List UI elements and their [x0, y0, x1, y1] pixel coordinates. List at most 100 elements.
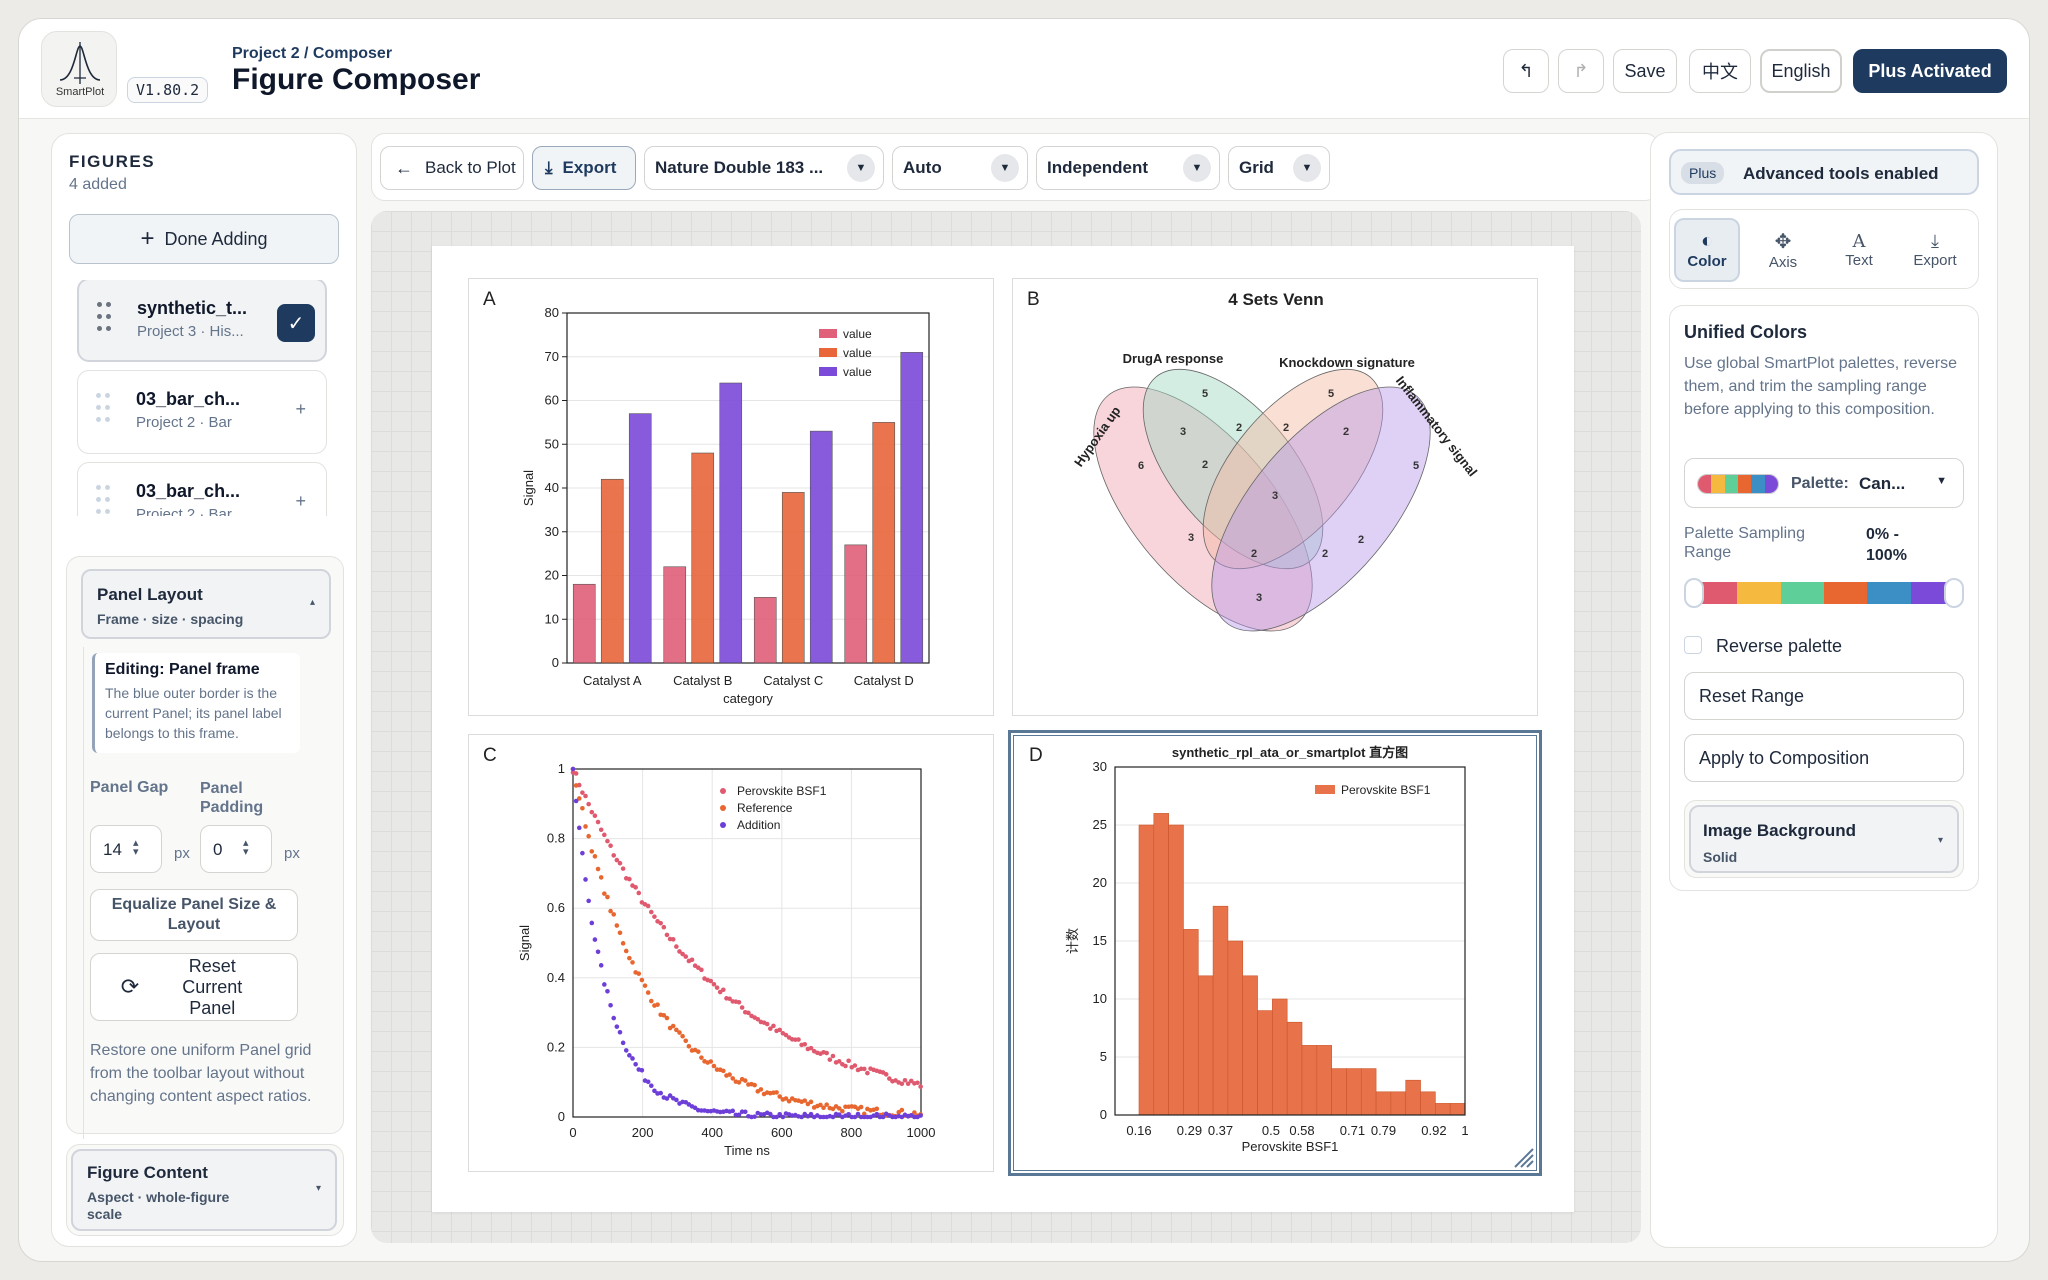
- lang-zh-button[interactable]: 中文: [1689, 49, 1751, 93]
- venn-set: [1211, 386, 1431, 632]
- data-point: [608, 908, 613, 914]
- redo-button[interactable]: ↱: [1558, 49, 1604, 93]
- drag-handle-icon[interactable]: [96, 485, 110, 516]
- undo-button[interactable]: ↰: [1503, 49, 1549, 93]
- chevron-down-icon: ▾: [315, 1183, 321, 1194]
- data-point: [589, 849, 595, 854]
- lang-en-button[interactable]: English: [1760, 49, 1842, 93]
- figure-list[interactable]: synthetic_t... Project 3 · His... ✓ 03_b…: [67, 280, 347, 516]
- panel-layout-toggle[interactable]: Panel Layout Frame · size · spacing ▴: [81, 569, 331, 639]
- y-axis-label: Signal: [517, 925, 532, 961]
- data-point: [887, 1076, 892, 1081]
- breadcrumb[interactable]: Project 2 / Composer: [232, 45, 393, 62]
- data-point: [630, 1056, 635, 1061]
- done-adding-button[interactable]: + Done Adding: [69, 214, 339, 264]
- legend-marker: [720, 822, 726, 828]
- data-point: [764, 1021, 770, 1027]
- drag-handle-icon[interactable]: [96, 393, 110, 427]
- stepper-icon[interactable]: ▴ ▾: [243, 837, 249, 858]
- image-background-toggle[interactable]: Image Background Solid ▾: [1689, 805, 1959, 873]
- reverse-checkbox[interactable]: [1684, 636, 1702, 654]
- venn-region-count: 2: [1322, 548, 1328, 560]
- data-point: [680, 1033, 685, 1039]
- data-point: [824, 1102, 829, 1107]
- data-point: [652, 914, 657, 919]
- gap-stepper[interactable]: 14 ▴ ▾: [90, 825, 162, 873]
- tab-axis[interactable]: ✥ Axis: [1750, 218, 1816, 282]
- data-point: [836, 1112, 842, 1117]
- data-point: [783, 1096, 789, 1101]
- data-point: [783, 1032, 789, 1038]
- palette-color-stop: [1910, 582, 1954, 604]
- data-point: [855, 1111, 861, 1117]
- tab-export[interactable]: ⤓ Export: [1902, 218, 1968, 282]
- data-point: [645, 1079, 651, 1085]
- chevron-up-icon: ▴: [309, 597, 315, 608]
- equalize-button[interactable]: Equalize Panel Size & Layout: [90, 889, 298, 941]
- back-to-plot-button[interactable]: ← Back to Plot: [380, 146, 524, 190]
- figure-item[interactable]: 03_bar_ch... Project 2 · Bar +: [77, 370, 327, 454]
- x-tick-label: 0.5: [1262, 1123, 1280, 1138]
- y-tick-label: 0.2: [547, 1039, 565, 1054]
- chevron-down-icon: ▼: [1183, 154, 1211, 182]
- data-point: [730, 1076, 736, 1081]
- figure-item[interactable]: synthetic_t... Project 3 · His... ✓: [77, 280, 327, 362]
- resize-handle-icon[interactable]: [1511, 1145, 1535, 1169]
- panel-c[interactable]: C 0 200 400 600 800 1000 0 0.2 0.4 0.6 0.8 1 Time ns S…: [468, 734, 994, 1172]
- data-point: [611, 853, 617, 858]
- data-point: [664, 1015, 670, 1021]
- data-point: [580, 805, 585, 811]
- data-point: [846, 1058, 851, 1064]
- figure-name: 03_bar_ch...: [136, 389, 241, 409]
- y-tick-label: 30: [545, 524, 559, 539]
- apply-composition-button[interactable]: Apply to Composition: [1684, 734, 1964, 782]
- panel-a[interactable]: A 0 10 20 30 40 50 60 70 80 Catalyst A Catalyst B Ca…: [468, 278, 994, 716]
- panel-b[interactable]: B 4 Sets Venn Hypoxia up DrugA response Knoc…: [1012, 278, 1538, 716]
- palette-color-stop: [1764, 475, 1778, 493]
- data-point: [899, 1081, 905, 1087]
- x-tick-label: 0.29: [1177, 1123, 1202, 1138]
- add-icon[interactable]: +: [295, 491, 306, 511]
- drag-handle-icon[interactable]: [97, 302, 111, 336]
- plus-activated-button[interactable]: Plus Activated: [1853, 49, 2007, 93]
- app-logo[interactable]: SmartPlot: [41, 31, 117, 107]
- tab-text[interactable]: A Text: [1826, 218, 1892, 282]
- figure-item[interactable]: 03_bar_ch... Project 2 · Bar +: [77, 462, 327, 516]
- data-point: [602, 891, 607, 896]
- sampling-range-slider[interactable]: [1684, 578, 1964, 608]
- add-icon[interactable]: +: [295, 399, 306, 419]
- data-point: [570, 766, 576, 772]
- tab-color[interactable]: ◐ Color: [1674, 218, 1740, 282]
- check-icon[interactable]: ✓: [277, 304, 315, 342]
- x-tick-label: 0.16: [1126, 1123, 1151, 1138]
- venn-set: [1142, 368, 1324, 570]
- independent-select[interactable]: Independent ▼: [1036, 146, 1220, 190]
- data-point: [611, 912, 617, 917]
- data-point: [674, 1027, 679, 1033]
- auto-select[interactable]: Auto ▼: [892, 146, 1028, 190]
- data-point: [623, 948, 629, 954]
- bar-chart-a: 0 10 20 30 40 50 60 70 80 Catalyst A Catalyst B Cat…: [521, 305, 930, 706]
- data-point: [915, 1080, 920, 1086]
- padding-stepper[interactable]: 0 ▴ ▾: [200, 825, 272, 873]
- stepper-icon[interactable]: ▴ ▾: [133, 837, 139, 858]
- figure-sheet[interactable]: A 0 10 20 30 40 50 60 70 80 Catalyst A Catalyst B Ca…: [432, 246, 1574, 1212]
- palette-select[interactable]: Palette: Can... ▼: [1684, 458, 1964, 508]
- size-preset-select[interactable]: Nature Double 183 ... ▼: [644, 146, 884, 190]
- x-tick-label: Catalyst C: [763, 673, 823, 688]
- histogram-bar: [1360, 1068, 1377, 1116]
- grid-select[interactable]: Grid ▼: [1228, 146, 1330, 190]
- range-handle-max[interactable]: [1944, 578, 1964, 608]
- save-button[interactable]: Save: [1613, 49, 1677, 93]
- data-point: [595, 866, 601, 872]
- reset-range-button[interactable]: Reset Range: [1684, 672, 1964, 720]
- reset-panel-button[interactable]: ⟳ Reset Current Panel: [90, 953, 298, 1021]
- download-icon: ⤓: [1931, 231, 1939, 251]
- data-point: [573, 771, 579, 776]
- figure-content-toggle[interactable]: Figure Content Aspect · whole-figure sca…: [71, 1149, 337, 1231]
- range-handle-min[interactable]: [1684, 578, 1704, 608]
- export-button[interactable]: ⤓ Export: [532, 146, 636, 190]
- arrow-left-icon: ←: [395, 157, 413, 178]
- version-badge: V1.80.2: [127, 77, 209, 103]
